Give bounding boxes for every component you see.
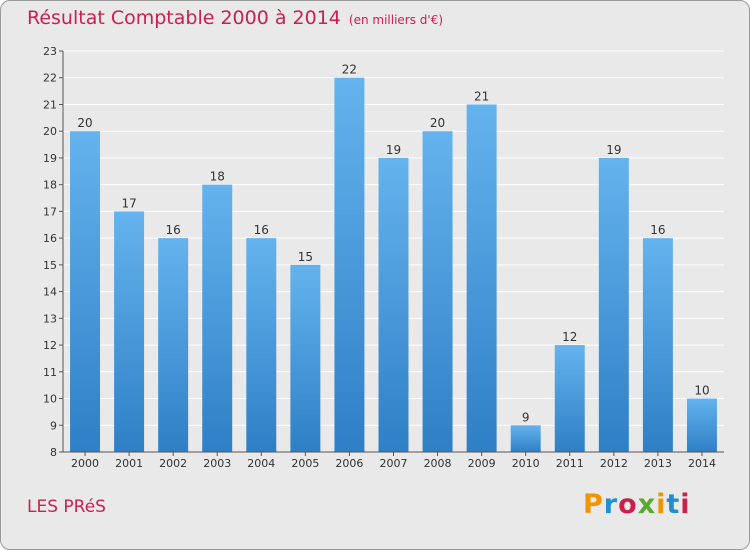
bar bbox=[334, 77, 365, 452]
y-tick-label: 9 bbox=[50, 419, 57, 432]
logo-letter: i bbox=[656, 489, 667, 520]
y-tick-label: 21 bbox=[43, 98, 57, 111]
bar bbox=[510, 425, 541, 452]
y-tick-label: 10 bbox=[43, 393, 57, 406]
data-label: 15 bbox=[298, 250, 313, 264]
logo-letter: t bbox=[666, 489, 681, 520]
logo-letter: r bbox=[603, 489, 619, 520]
bar bbox=[378, 157, 409, 452]
data-label: 16 bbox=[650, 223, 665, 237]
y-tick-label: 14 bbox=[43, 286, 57, 299]
bar bbox=[290, 264, 321, 452]
data-label: 9 bbox=[522, 410, 530, 424]
y-tick-label: 19 bbox=[43, 152, 57, 165]
x-tick-label: 2002 bbox=[159, 457, 187, 470]
data-label: 20 bbox=[430, 116, 445, 130]
bar bbox=[114, 211, 145, 452]
bars: 20 17 16 18 16 15 22 19 20 21 9 12 19 16 10 bbox=[70, 63, 717, 452]
x-tick-label: 2010 bbox=[512, 457, 540, 470]
data-label: 16 bbox=[166, 223, 181, 237]
x-tick-label: 2006 bbox=[335, 457, 363, 470]
x-tick-label: 2013 bbox=[644, 457, 672, 470]
y-tick-label: 17 bbox=[43, 205, 57, 218]
logo-letter: i bbox=[680, 489, 691, 520]
y-tick-label: 23 bbox=[43, 45, 57, 58]
logo-letter: P bbox=[583, 489, 604, 520]
y-tick-label: 13 bbox=[43, 312, 57, 325]
bar bbox=[466, 104, 497, 452]
x-tick-label: 2005 bbox=[291, 457, 319, 470]
y-tick-label: 8 bbox=[50, 446, 57, 459]
commune-name: LES PRéS bbox=[27, 497, 106, 517]
x-tick-label: 2000 bbox=[71, 457, 99, 470]
x-tick-label: 2003 bbox=[203, 457, 231, 470]
y-tick-label: 22 bbox=[43, 72, 57, 85]
data-label: 19 bbox=[386, 143, 401, 157]
x-tick-label: 2009 bbox=[468, 457, 496, 470]
x-tick-label: 2004 bbox=[247, 457, 275, 470]
data-label: 10 bbox=[694, 384, 709, 398]
chart-title: Résultat Comptable 2000 à 2014 (en millie… bbox=[27, 7, 443, 29]
y-tick-label: 16 bbox=[43, 232, 57, 245]
logo-letter: x bbox=[637, 489, 657, 520]
y-tick-label: 20 bbox=[43, 125, 57, 138]
data-label: 22 bbox=[342, 63, 357, 77]
chart-title-text: Résultat Comptable 2000 à 2014 bbox=[27, 7, 341, 29]
bar bbox=[246, 238, 277, 452]
data-label: 16 bbox=[254, 223, 269, 237]
data-label: 19 bbox=[606, 143, 621, 157]
data-label: 18 bbox=[210, 170, 225, 184]
bar bbox=[158, 238, 189, 452]
x-tick-label: 2014 bbox=[688, 457, 716, 470]
y-tick-label: 18 bbox=[43, 179, 57, 192]
y-tick-label: 15 bbox=[43, 259, 57, 272]
data-label: 20 bbox=[77, 116, 92, 130]
x-axis: 2000 2001 2002 2003 2004 2005 2006 2007 2008 2009… bbox=[63, 451, 724, 470]
bar bbox=[202, 184, 233, 452]
x-tick-label: 2007 bbox=[380, 457, 408, 470]
bar bbox=[70, 131, 101, 452]
data-label: 12 bbox=[562, 330, 577, 344]
data-label: 21 bbox=[474, 89, 489, 103]
x-tick-label: 2001 bbox=[115, 457, 143, 470]
proxiti-logo[interactable]: Proxiti bbox=[583, 489, 691, 520]
x-tick-label: 2012 bbox=[600, 457, 628, 470]
y-axis: 8 9 10 11 12 13 14 15 16 17 18 19 20 21 22 23 bbox=[43, 45, 64, 459]
data-label: 17 bbox=[121, 196, 136, 210]
x-tick-label: 2008 bbox=[424, 457, 452, 470]
y-tick-label: 12 bbox=[43, 339, 57, 352]
bar bbox=[686, 398, 717, 452]
bar bbox=[642, 238, 673, 452]
chart-subtitle: (en milliers d'€) bbox=[348, 13, 444, 27]
bar bbox=[554, 345, 585, 452]
logo-letter: o bbox=[618, 489, 638, 520]
bar bbox=[598, 157, 629, 452]
y-tick-label: 11 bbox=[43, 366, 57, 379]
bar bbox=[422, 131, 453, 452]
x-tick-label: 2011 bbox=[556, 457, 584, 470]
